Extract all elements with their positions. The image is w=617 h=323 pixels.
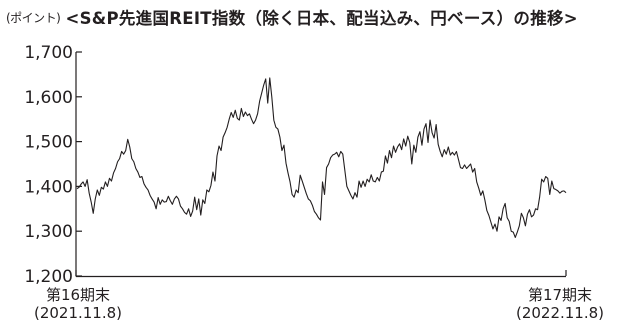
chart-title: <S&P先進国REIT指数（除く日本、配当込み、円ベース）の推移>: [65, 9, 578, 28]
series-line: [76, 77, 567, 239]
x-end-period: 第17期末: [528, 286, 592, 304]
x-end-date: (2022.11.8): [516, 304, 604, 322]
y-tick-label: 1,200: [24, 267, 73, 287]
x-axis: 第16期末 (2021.11.8) 第17期末 (2022.11.8): [34, 270, 604, 322]
y-tick-label: 1,500: [24, 133, 73, 153]
y-axis: 1,200 1,300 1,400 1,500 1,600 1,700: [24, 43, 82, 287]
x-start-date: (2021.11.8): [34, 304, 122, 322]
chart-title-row: (ポイント) <S&P先進国REIT指数（除く日本、配当込み、円ベース）の推移>: [6, 5, 578, 29]
plot-area: [76, 77, 567, 239]
y-tick-label: 1,700: [24, 43, 73, 63]
y-tick-label: 1,600: [24, 88, 73, 108]
y-tick-label: 1,400: [24, 177, 73, 197]
y-tick-label: 1,300: [24, 222, 73, 242]
x-start-period: 第16期末: [46, 286, 110, 304]
y-unit-label: (ポイント): [6, 11, 61, 25]
